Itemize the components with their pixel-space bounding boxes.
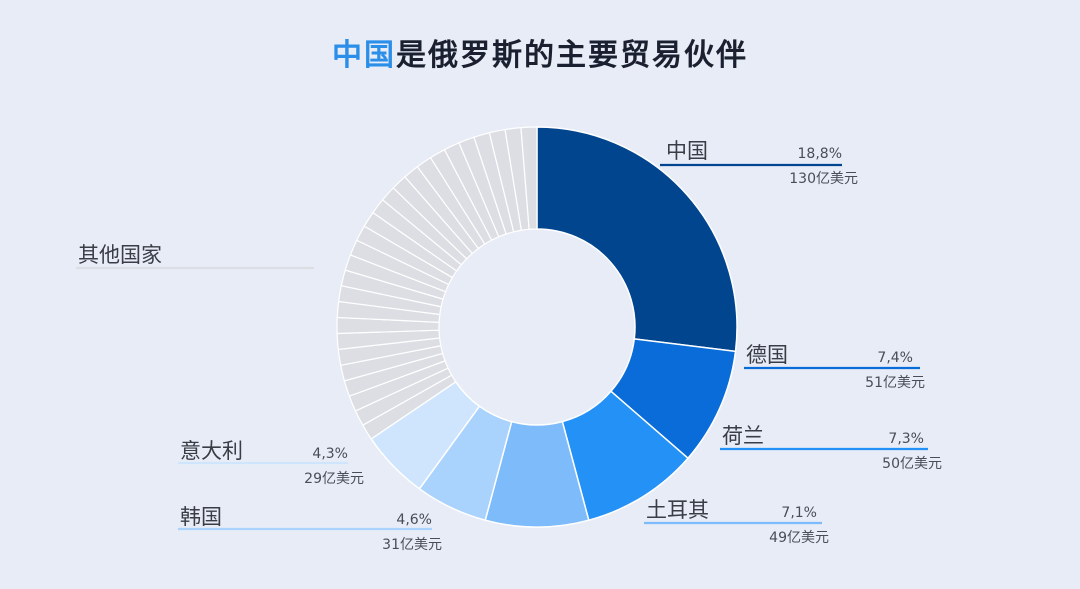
label-name-others: 其他国家 — [78, 243, 162, 267]
title-rest: 是俄罗斯的主要贸易伙伴 — [396, 38, 748, 73]
label-percent-china: 18,8% — [798, 146, 842, 162]
label-amount-italy: 29亿美元 — [304, 471, 364, 487]
title-highlight: 中国 — [332, 38, 396, 73]
label-name-italy: 意大利 — [180, 439, 243, 463]
label-percent-italy: 4,3% — [312, 446, 348, 462]
label-amount-korea: 31亿美元 — [382, 537, 442, 553]
label-name-netherlands: 荷兰 — [722, 424, 764, 448]
chart-title: 中国是俄罗斯的主要贸易伙伴 — [0, 30, 1080, 74]
label-amount-turkey: 49亿美元 — [769, 530, 829, 546]
donut-slice-others-segment — [520, 126, 538, 230]
label-amount-germany: 51亿美元 — [865, 375, 925, 391]
label-name-turkey: 土耳其 — [646, 498, 709, 522]
label-percent-netherlands: 7,3% — [888, 431, 924, 447]
label-name-germany: 德国 — [746, 343, 788, 367]
label-name-korea: 韩国 — [180, 505, 222, 529]
label-amount-china: 130亿美元 — [789, 171, 858, 187]
label-percent-korea: 4,6% — [396, 512, 432, 528]
label-percent-turkey: 7,1% — [781, 505, 817, 521]
label-percent-germany: 7,4% — [877, 350, 913, 366]
label-amount-netherlands: 50亿美元 — [882, 456, 942, 472]
donut-slice-china — [536, 126, 738, 353]
label-name-china: 中国 — [666, 139, 708, 163]
